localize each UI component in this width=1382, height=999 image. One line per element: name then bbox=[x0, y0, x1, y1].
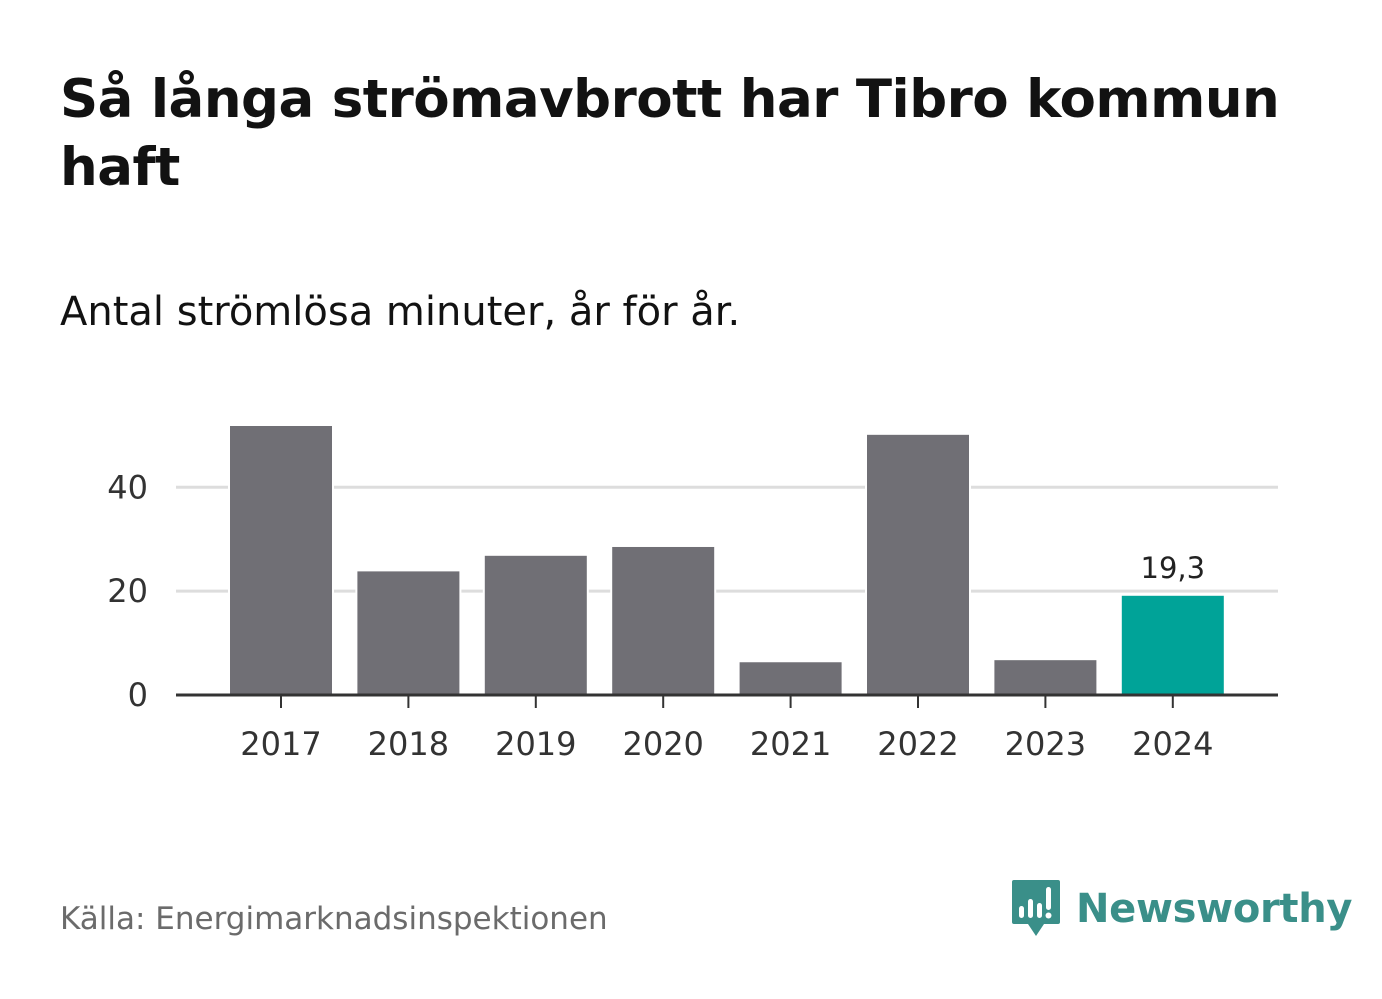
gridlines bbox=[176, 485, 1278, 593]
bars bbox=[228, 424, 1226, 697]
data-label: 19,3 bbox=[1141, 551, 1206, 585]
y-tick-label: 20 bbox=[107, 572, 148, 610]
x-tick-label: 2018 bbox=[368, 725, 449, 763]
newsworthy-logo-icon bbox=[1012, 880, 1060, 936]
x-tick-label: 2024 bbox=[1132, 725, 1213, 763]
bar-2024 bbox=[1119, 593, 1226, 696]
x-tick-label: 2022 bbox=[877, 725, 958, 763]
chart-subtitle: Antal strömlösa minuter, år för år. bbox=[60, 289, 741, 335]
x-tick-label: 2021 bbox=[750, 725, 831, 763]
chart-title: Så långa strömavbrott har Tibro kommun h… bbox=[60, 69, 1280, 198]
labels: 0 20 40 2017 2018 2019 2020 2021 2022 2023 2024 19,… bbox=[107, 468, 1213, 763]
y-tick-label: 40 bbox=[107, 468, 148, 506]
bar-2017 bbox=[228, 424, 334, 696]
x-tick-label: 2019 bbox=[495, 725, 576, 763]
bar-2022 bbox=[865, 432, 971, 696]
bar-2023 bbox=[992, 658, 1099, 697]
axes bbox=[176, 693, 1278, 708]
bar-2020 bbox=[610, 544, 717, 696]
brand-name: Newsworthy bbox=[1076, 886, 1353, 932]
x-tick-label: 2020 bbox=[622, 725, 703, 763]
x-tick-label: 2017 bbox=[240, 725, 321, 763]
bar-2021 bbox=[737, 660, 844, 696]
bar-2018 bbox=[355, 569, 462, 697]
x-tick-label: 2023 bbox=[1005, 725, 1086, 763]
y-tick-label: 0 bbox=[128, 676, 148, 714]
brand-logo: Newsworthy bbox=[1010, 878, 1353, 940]
source-note: Källa: Energimarknadsinspektionen bbox=[60, 901, 608, 937]
bar-2019 bbox=[482, 553, 589, 696]
